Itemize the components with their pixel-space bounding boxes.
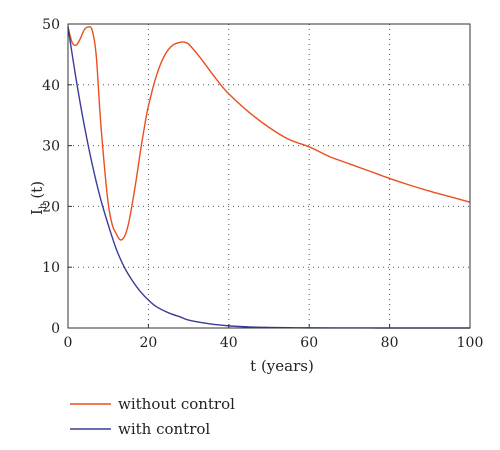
y-tick-label: 20 [42,199,60,215]
x-tick-label: 60 [300,335,318,351]
y-axis-title-main: I [28,209,46,215]
y-tick-label: 10 [42,260,60,276]
y-tick-label: 0 [51,321,60,337]
y-tick-label: 50 [42,17,60,33]
x-tick-label: 100 [457,335,484,351]
x-tick-label: 20 [139,335,157,351]
legend-label: with control [118,420,210,438]
y-axis-title-suffix: (t) [28,181,46,199]
x-tick-label: 80 [381,335,399,351]
legend: without control with control [70,395,235,438]
y-axis-title: Ih (t) [28,181,49,215]
legend-label: without control [118,395,235,413]
x-tick-label: 40 [220,335,238,351]
series-line-without-control [67,26,471,241]
y-tick-label: 30 [42,139,60,155]
plot-frame [67,23,471,329]
axis-ticks: 0 20 40 60 80 100 0 10 20 30 40 50 [42,17,483,351]
y-axis-title-subscript: h [38,202,49,209]
grid-lines [68,24,470,328]
x-axis-title: t (years) [250,357,314,375]
x-tick-label: 0 [64,335,73,351]
y-tick-label: 40 [42,78,60,94]
